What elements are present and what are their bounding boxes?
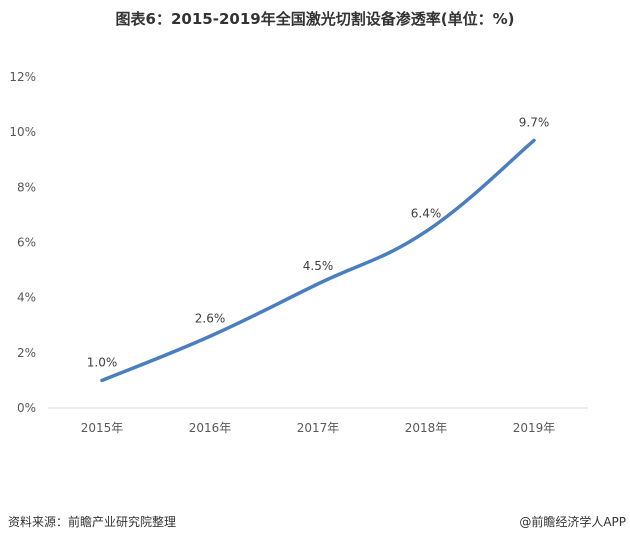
y-tick-label: 0% bbox=[17, 401, 36, 415]
y-tick-label: 6% bbox=[17, 236, 36, 250]
y-tick-label: 10% bbox=[9, 125, 36, 139]
x-tick-label: 2015年 bbox=[81, 421, 124, 435]
x-tick-label: 2018年 bbox=[405, 421, 448, 435]
x-tick-label: 2017年 bbox=[297, 421, 340, 435]
data-label: 6.4% bbox=[411, 206, 442, 220]
data-label: 2.6% bbox=[195, 311, 226, 325]
data-point bbox=[532, 138, 536, 142]
chart-title: 图表6：2015-2019年全国激光切割设备渗透率(单位：%) bbox=[115, 10, 515, 28]
data-label: 4.5% bbox=[303, 259, 334, 273]
y-tick-label: 4% bbox=[17, 291, 36, 305]
y-tick-label: 2% bbox=[17, 346, 36, 360]
brand-label: @前瞻经济学人APP bbox=[519, 515, 626, 529]
data-point bbox=[208, 334, 212, 338]
source-note: 资料来源：前瞻产业研究院整理 bbox=[8, 515, 177, 529]
line-chart: 0% 2% 4% 6% 8% 10% 12% 2015年 2016年 2017年 2018年 2019… bbox=[9, 70, 588, 435]
x-tick-label: 2016年 bbox=[189, 421, 232, 435]
data-point bbox=[424, 229, 428, 233]
data-label: 1.0% bbox=[87, 355, 118, 369]
data-point bbox=[316, 282, 320, 286]
data-label: 9.7% bbox=[519, 115, 550, 129]
x-tick-label: 2019年 bbox=[513, 421, 556, 435]
y-tick-label: 8% bbox=[17, 180, 36, 194]
y-tick-label: 12% bbox=[9, 70, 36, 84]
data-point bbox=[100, 378, 104, 382]
